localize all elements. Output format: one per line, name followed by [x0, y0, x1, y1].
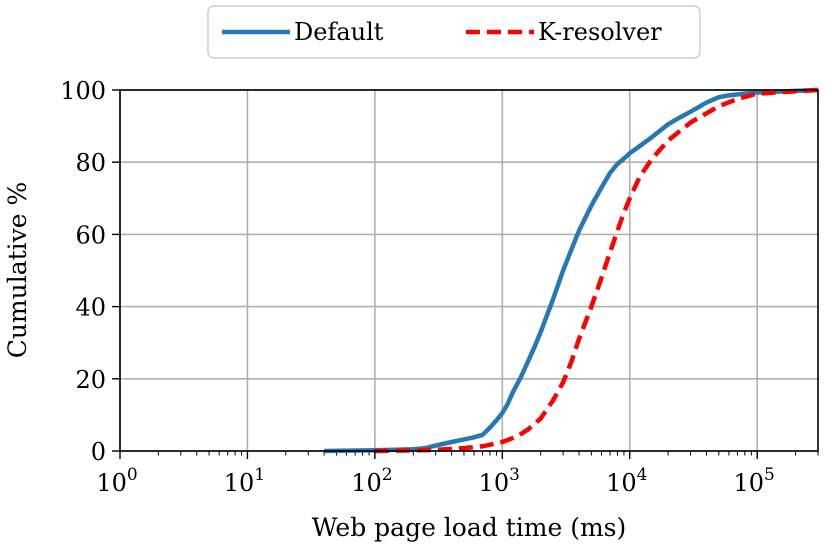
x-tick-label: 100	[96, 465, 137, 497]
x-axis-title: Web page load time (ms)	[312, 513, 627, 542]
y-axis-title: Cumulative %	[3, 182, 32, 359]
y-tick-label: 60	[75, 221, 106, 249]
grid-lines	[119, 89, 818, 452]
series-layer	[324, 87, 819, 454]
y-tick-label: 20	[75, 366, 106, 394]
y-tick-label: 0	[91, 438, 106, 466]
y-axis-ticks: 0 20 40 60 80 100	[60, 77, 120, 466]
legend: Default K-resolver	[207, 5, 701, 59]
x-tick-label: 105	[734, 465, 775, 497]
series-line-default	[324, 87, 819, 454]
plot-frame	[119, 89, 819, 452]
y-tick-label: 80	[75, 149, 106, 177]
y-tick-label: 40	[75, 294, 106, 322]
x-tick-label: 104	[606, 465, 647, 497]
series-line-k-resolver	[374, 87, 819, 454]
y-tick-label: 100	[60, 77, 106, 105]
x-axis-ticks: 100 101 102 103 104 105	[96, 451, 775, 497]
x-tick-label: 102	[351, 465, 392, 497]
x-tick-label: 101	[224, 465, 265, 497]
legend-box	[207, 5, 701, 59]
x-minor-ticks	[157, 451, 819, 456]
x-tick-label: 103	[479, 465, 520, 497]
legend-label-k-resolver: K-resolver	[538, 18, 662, 46]
legend-label-default: Default	[294, 18, 384, 46]
